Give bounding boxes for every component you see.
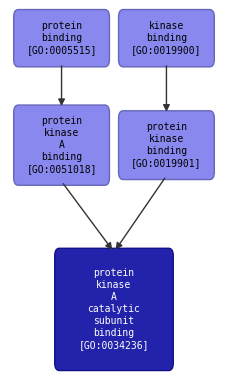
Text: protein
kinase
binding
[GO:0019901]: protein kinase binding [GO:0019901] [131, 122, 201, 168]
Text: protein
kinase
A
catalytic
subunit
binding
[GO:0034236]: protein kinase A catalytic subunit bindi… [78, 269, 149, 350]
FancyBboxPatch shape [14, 10, 109, 67]
Text: protein
kinase
A
binding
[GO:0051018]: protein kinase A binding [GO:0051018] [26, 116, 96, 174]
FancyBboxPatch shape [118, 111, 213, 180]
FancyBboxPatch shape [54, 248, 173, 371]
Text: kinase
binding
[GO:0019900]: kinase binding [GO:0019900] [131, 21, 201, 55]
Text: protein
binding
[GO:0005515]: protein binding [GO:0005515] [26, 21, 96, 55]
FancyBboxPatch shape [14, 105, 109, 185]
FancyBboxPatch shape [118, 10, 213, 67]
